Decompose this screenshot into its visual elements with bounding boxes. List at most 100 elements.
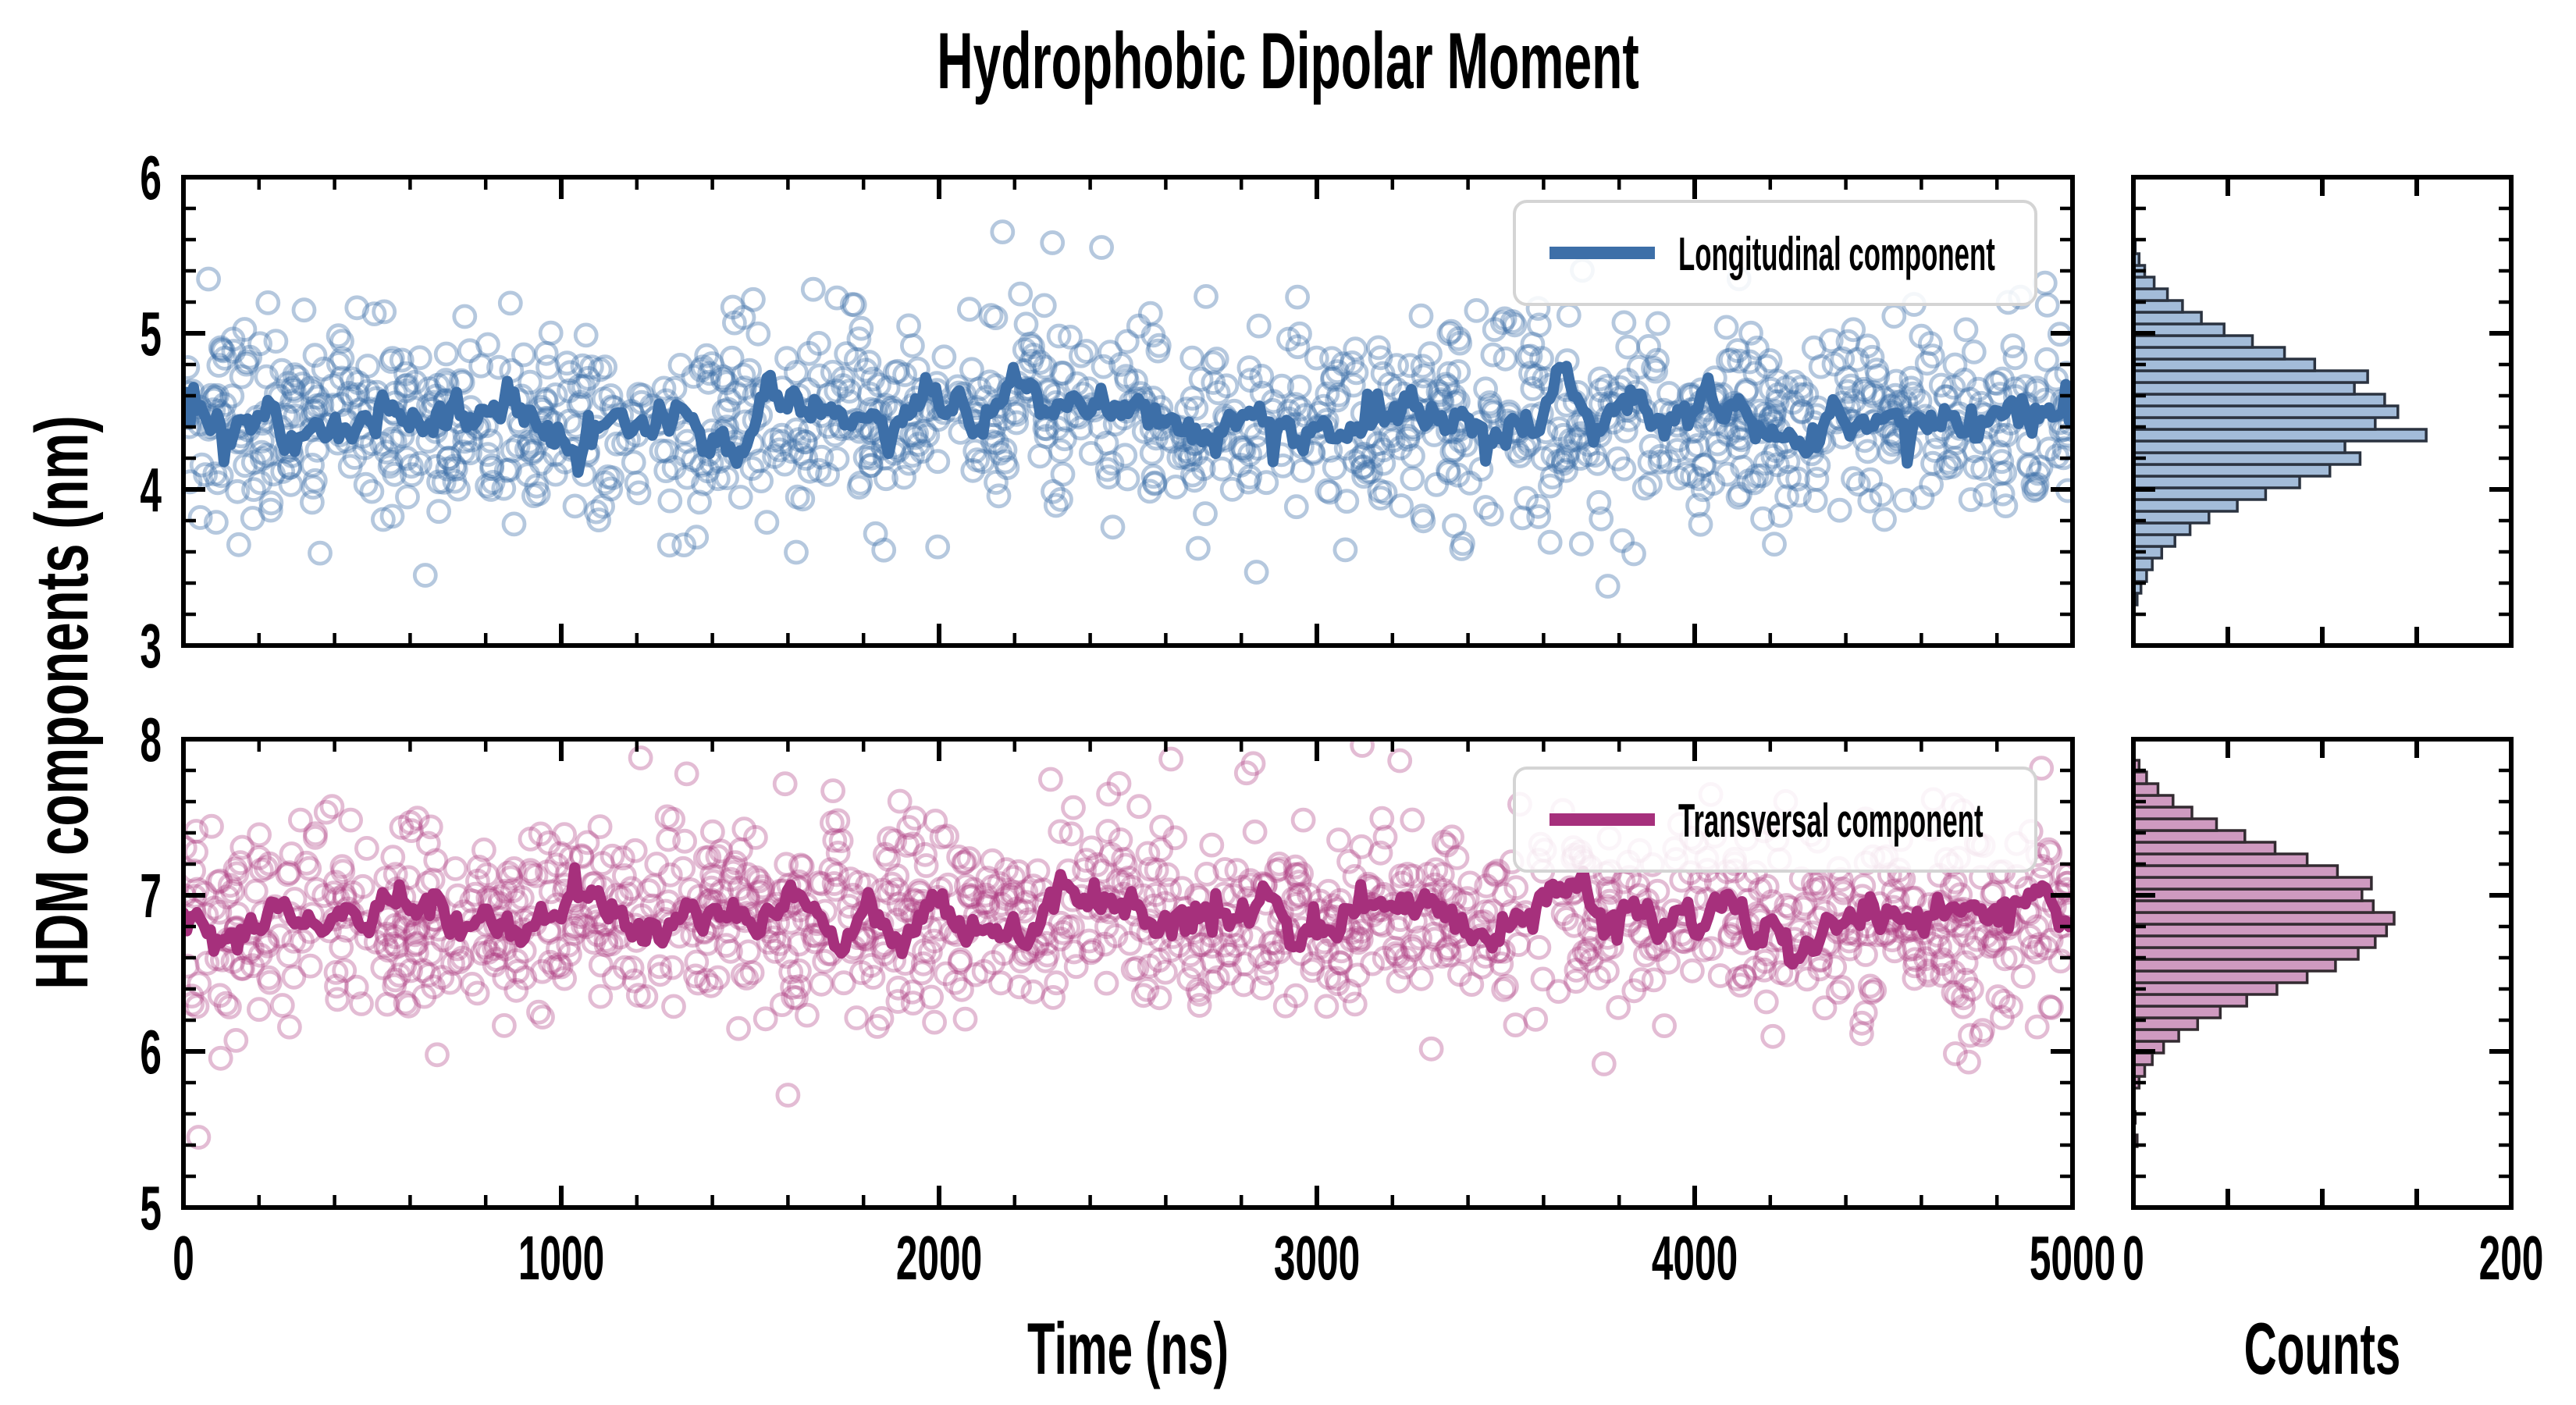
longitudinal-scatter-point (837, 389, 862, 414)
longitudinal-scatter-point (2034, 292, 2060, 318)
longitudinal-scatter-point (984, 430, 1009, 456)
longitudinal-scatter-point (1400, 466, 1425, 491)
longitudinal-scatter-point (1371, 437, 1396, 463)
longitudinal-scatter-point (769, 422, 795, 448)
longitudinal-scatter-point (1408, 303, 1434, 329)
transversal-scatter-point (518, 861, 543, 887)
longitudinal-scatter-point (187, 505, 213, 530)
longitudinal-scatter-point (1140, 322, 1166, 348)
transversal-scatter-point (1880, 927, 1905, 952)
transversal-scatter-point (396, 865, 422, 891)
transversal-scatter-point (2036, 837, 2062, 863)
transversal-scatter-point (1429, 944, 1455, 969)
transversal-scatter-point (1902, 936, 1927, 962)
transversal-scatter-point (294, 850, 319, 876)
longitudinal-scatter-point (846, 326, 872, 352)
transversal-scatter-point (1137, 856, 1163, 882)
longitudinal-scatter-point (1892, 488, 1918, 513)
longitudinal-scatter-point (1690, 477, 1716, 503)
longitudinal-scatter-point (1473, 376, 1498, 402)
longitudinal-scatter-point (902, 425, 928, 450)
longitudinal-scatter-point (746, 448, 772, 474)
longitudinal-scatter-point (1938, 454, 1964, 479)
longitudinal-scatter-point (206, 353, 232, 378)
transversal-scatter-point (1217, 960, 1242, 986)
longitudinal-scatter-point (497, 290, 523, 316)
longitudinal-scatter-point (1898, 375, 1924, 401)
longitudinal-scatter-point (722, 310, 747, 336)
transversal-scatter-point (544, 852, 569, 878)
transversal-scatter-point (954, 873, 979, 898)
longitudinal-scatter-point (1529, 346, 1554, 372)
longitudinal-scatter-point (1859, 344, 1885, 370)
longitudinal-scatter-point (280, 375, 306, 401)
longitudinal-scatter-point (521, 483, 546, 508)
longitudinal-scatter-point (1473, 495, 1498, 520)
longitudinal-scatter-point (426, 499, 451, 525)
transversal-scatter-point (1222, 933, 1248, 958)
counts-axis-label-wrap: Counts (2244, 1307, 2401, 1390)
transversal-scatter-point (1199, 832, 1225, 858)
transversal-scatter-point (381, 931, 407, 957)
transversal-scatter-point (552, 822, 577, 847)
transversal-scatter-point (1187, 932, 1213, 958)
transversal-scatter-point (772, 771, 798, 797)
longitudinal-scatter-point (308, 540, 333, 566)
longitudinal-scatter-point (554, 350, 580, 376)
longitudinal-scatter-point (221, 339, 247, 364)
transversal-scatter-point (1044, 970, 1069, 996)
transversal-scatter-point (1754, 873, 1780, 899)
transversal-scatter-point (1812, 995, 1838, 1021)
transversal-scatter-point (1162, 825, 1188, 851)
transversal-scatter-point (445, 883, 471, 909)
longitudinal-scatter-point (1686, 466, 1712, 492)
longitudinal-scatter-point (586, 507, 611, 532)
longitudinal-scatter-point (687, 489, 712, 515)
transversal-line-layer (183, 862, 2073, 970)
longitudinal-scatter-point (1204, 347, 1229, 372)
longitudinal-scatter-point (592, 470, 617, 496)
longitudinal-scatter-point (1046, 323, 1072, 349)
longitudinal-scatter-point (871, 537, 897, 563)
transversal-hist-bar (2132, 923, 2389, 937)
longitudinal-scatter-point (1988, 422, 2014, 448)
longitudinal-scatter-point (1388, 436, 1413, 461)
transversal-scatter-point (877, 880, 902, 905)
longitudinal-scatter-point (1750, 506, 1776, 532)
longitudinal-scatter-point (1439, 439, 1465, 464)
longitudinal-scatter-point (1201, 350, 1226, 375)
longitudinal-scatter-point (1893, 389, 1919, 415)
longitudinal-scatter-point (749, 468, 774, 493)
longitudinal-scatter-point (1685, 493, 1711, 518)
longitudinal-scatter-point (1441, 437, 1467, 463)
longitudinal-scatter-point (291, 297, 317, 323)
longitudinal-scatter-point (1788, 382, 1814, 407)
transversal-scatter-point (1809, 875, 1834, 901)
transversal-scatter-point (471, 838, 496, 863)
transversal-scatter-point (1388, 863, 1414, 889)
longitudinal-y-tick-label-wrap: 4 (140, 456, 162, 525)
transversal-scatter-point (1794, 966, 1820, 992)
transversal-scatter-point (1283, 892, 1308, 917)
transversal-scatter-point (1134, 976, 1160, 1002)
transversal-scatter-point (619, 955, 645, 980)
longitudinal-scatter-point (2032, 270, 2058, 296)
transversal-scatter-point (1315, 938, 1340, 964)
transversal-scatter-point (1120, 957, 1146, 982)
transversal-scatter-point (1423, 857, 1449, 883)
longitudinal-scatter-point (1626, 354, 1652, 380)
longitudinal-scatter-point (1691, 453, 1717, 478)
longitudinal-scatter-point (543, 461, 568, 487)
longitudinal-scatter-point (1384, 353, 1409, 379)
transversal-scatter-point (1652, 1013, 1678, 1038)
transversal-scatter-point (975, 894, 1001, 919)
transversal-scatter-point (2017, 924, 2043, 949)
transversal-scatter-point (1094, 914, 1119, 939)
longitudinal-scatter-point (379, 503, 405, 529)
transversal-scatter-point (1105, 868, 1131, 894)
transversal-scatter-point (2037, 840, 2063, 866)
transversal-scatter-point (674, 761, 699, 787)
transversal-scatter-point (1283, 983, 1308, 1008)
transversal-scatter-point (2000, 945, 2026, 971)
longitudinal-scatter-point (1100, 514, 1126, 540)
